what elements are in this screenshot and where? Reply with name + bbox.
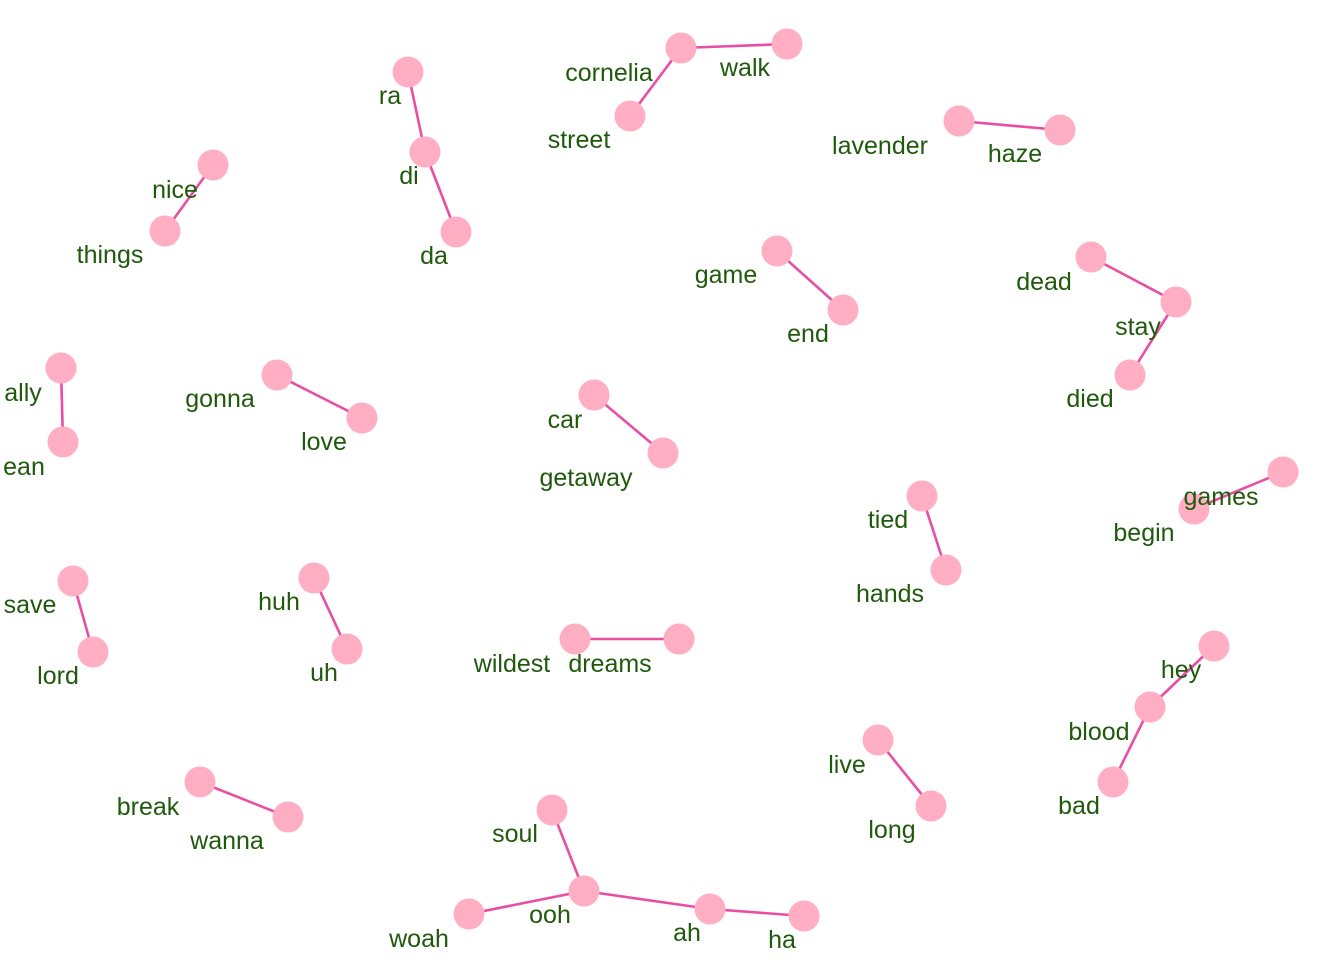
- edge-games-begin: [1192, 470, 1285, 511]
- node-uh: [331, 633, 363, 665]
- node-label-bad: bad: [1058, 792, 1100, 820]
- node-begin: [1178, 493, 1210, 525]
- node-label-dead: dead: [1016, 268, 1072, 296]
- node-label-soul: soul: [492, 820, 538, 848]
- node-blood: [1134, 691, 1166, 723]
- node-ah: [694, 893, 726, 925]
- edge-ah-ha: [708, 907, 806, 918]
- node-tied: [906, 480, 938, 512]
- node-lavender: [943, 105, 975, 137]
- node-things: [149, 215, 181, 247]
- node-label-ooh: ooh: [529, 901, 571, 929]
- node-break: [184, 766, 216, 798]
- node-ean: [47, 426, 79, 458]
- node-long: [915, 790, 947, 822]
- node-label-cornelia: cornelia: [565, 59, 653, 87]
- node-car: [578, 379, 610, 411]
- node-label-walk: walk: [719, 54, 771, 82]
- node-haze: [1044, 114, 1076, 146]
- node-label-long: long: [868, 816, 915, 844]
- node-di: [409, 136, 441, 168]
- edge-break-wanna: [198, 780, 290, 819]
- node-label-ally: ally: [4, 379, 42, 407]
- edge-lavender-haze: [957, 119, 1062, 132]
- node-label-hands: hands: [856, 580, 924, 608]
- node-dreams: [663, 623, 695, 655]
- node-label-love: love: [301, 428, 347, 456]
- node-label-stay: stay: [1115, 313, 1161, 341]
- node-gonna: [261, 359, 293, 391]
- edge-ooh-woah: [467, 889, 586, 916]
- node-hey: [1198, 630, 1230, 662]
- node-ha: [788, 900, 820, 932]
- node-label-car: car: [548, 406, 583, 434]
- node-end: [827, 294, 859, 326]
- edge-ooh-ah: [582, 889, 712, 911]
- node-label-di: di: [399, 162, 418, 190]
- node-games: [1267, 456, 1299, 488]
- node-label-tied: tied: [868, 506, 908, 534]
- node-label-live: live: [828, 751, 866, 779]
- node-hands: [930, 554, 962, 586]
- node-label-game: game: [695, 261, 758, 289]
- node-label-begin: begin: [1113, 519, 1174, 547]
- node-woah: [453, 898, 485, 930]
- node-soul: [536, 794, 568, 826]
- node-wildest: [559, 623, 591, 655]
- node-label-break: break: [117, 793, 180, 821]
- node-label-hey: hey: [1161, 656, 1202, 684]
- node-nice: [197, 149, 229, 181]
- node-label-died: died: [1066, 385, 1113, 413]
- node-label-things: things: [77, 241, 144, 269]
- edge-gonna-love: [275, 373, 364, 420]
- node-label-blood: blood: [1068, 718, 1129, 746]
- node-label-huh: huh: [258, 588, 300, 616]
- node-ra: [392, 56, 424, 88]
- node-live: [862, 724, 894, 756]
- edge-cornelia-walk: [679, 42, 789, 50]
- node-love: [346, 402, 378, 434]
- node-label-ha: ha: [768, 926, 796, 954]
- node-wanna: [272, 801, 304, 833]
- node-ally: [45, 352, 77, 384]
- node-getaway: [647, 437, 679, 469]
- node-cornelia: [665, 32, 697, 64]
- node-label-end: end: [787, 320, 829, 348]
- node-da: [440, 216, 472, 248]
- node-label-wanna: wanna: [189, 827, 264, 855]
- node-game: [761, 235, 793, 267]
- node-walk: [771, 28, 803, 60]
- node-stay: [1160, 286, 1192, 318]
- node-label-games: games: [1183, 483, 1258, 511]
- node-label-save: save: [4, 591, 57, 619]
- node-label-wildest: wildest: [473, 650, 550, 678]
- node-lord: [77, 636, 109, 668]
- node-label-lord: lord: [37, 662, 79, 690]
- node-died: [1114, 359, 1146, 391]
- labels-layer: ra di da cornelia walk street lavender haze nice…: [3, 54, 1258, 954]
- node-label-haze: haze: [988, 140, 1042, 168]
- node-label-nice: nice: [152, 176, 198, 204]
- node-label-dreams: dreams: [568, 650, 651, 678]
- node-label-ah: ah: [673, 919, 701, 947]
- node-save: [57, 565, 89, 597]
- node-bad: [1097, 766, 1129, 798]
- node-huh: [298, 562, 330, 594]
- node-street: [614, 100, 646, 132]
- node-label-woah: woah: [388, 925, 449, 953]
- node-label-lavender: lavender: [832, 132, 928, 160]
- node-label-da: da: [420, 242, 448, 270]
- node-dead: [1075, 241, 1107, 273]
- node-label-street: street: [548, 126, 611, 154]
- node-label-uh: uh: [310, 659, 338, 687]
- node-label-gonna: gonna: [185, 385, 255, 413]
- nodes-layer: [45, 28, 1299, 932]
- edge-dead-stay: [1089, 255, 1178, 304]
- node-label-getaway: getaway: [539, 464, 633, 492]
- node-label-ean: ean: [3, 453, 45, 481]
- node-ooh: [568, 875, 600, 907]
- node-label-ra: ra: [379, 82, 401, 110]
